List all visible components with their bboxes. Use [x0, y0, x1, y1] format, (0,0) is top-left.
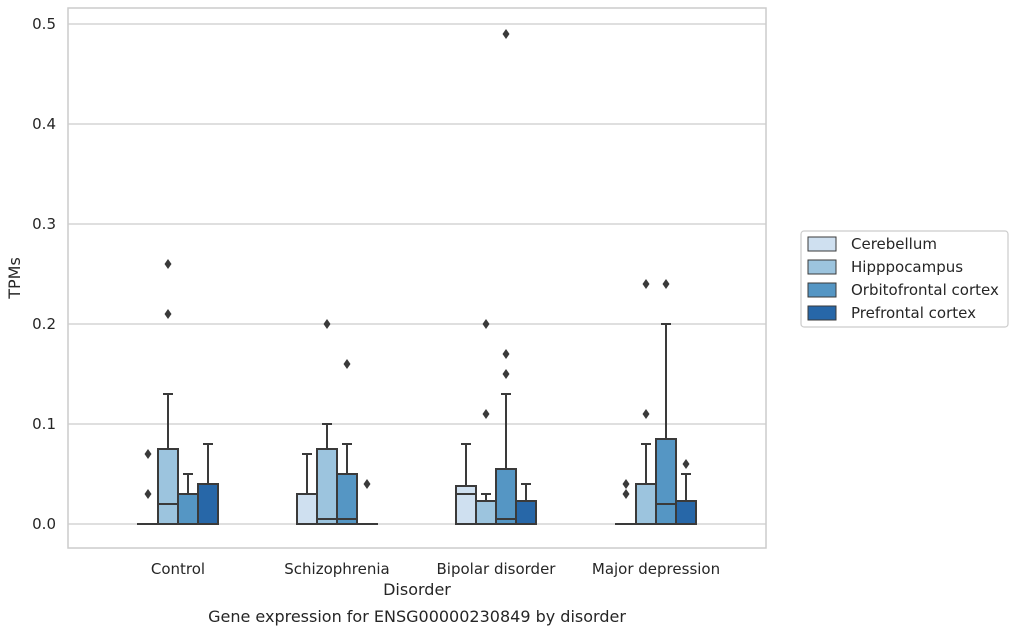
chart-title: Gene expression for ENSG00000230849 by d… — [208, 607, 626, 626]
legend-swatch — [807, 259, 837, 275]
outlier-point — [622, 479, 630, 489]
legend-label: Cerebellum — [851, 235, 937, 253]
outlier-point — [642, 409, 650, 419]
box-hipppocampus — [475, 319, 497, 525]
x-tick-label: Schizophrenia — [284, 560, 389, 578]
box-cerebellum — [455, 443, 477, 525]
x-axis-title: Disorder — [383, 580, 451, 599]
box-body — [336, 473, 358, 525]
y-tick-label: 0.3 — [32, 215, 56, 233]
box-hipppocampus — [316, 319, 338, 525]
box-body — [635, 483, 657, 525]
box-body — [655, 438, 677, 525]
box-cerebellum — [296, 453, 318, 525]
box-orbitofrontal-cortex — [177, 473, 199, 525]
box-orbitofrontal-cortex — [336, 359, 358, 525]
x-tick-label: Bipolar disorder — [437, 560, 557, 578]
outlier-point — [642, 279, 650, 289]
box-prefrontal-cortex — [356, 479, 378, 526]
box-prefrontal-cortex — [675, 459, 697, 525]
y-tick-label: 0.4 — [32, 115, 56, 133]
y-tick-label: 0.5 — [32, 15, 56, 33]
outlier-point — [144, 449, 152, 459]
box-body — [495, 468, 517, 525]
outlier-point — [502, 369, 510, 379]
box-body — [177, 493, 199, 525]
outlier-point — [164, 309, 172, 319]
legend-label: Hipppocampus — [851, 258, 963, 276]
legend-swatch — [807, 282, 837, 298]
box-body — [316, 448, 338, 525]
box-orbitofrontal-cortex — [495, 29, 517, 525]
box-series — [137, 29, 697, 526]
box-orbitofrontal-cortex — [655, 279, 677, 525]
x-tick-label: Major depression — [592, 560, 720, 578]
legend-swatch — [807, 305, 837, 321]
box-body — [515, 500, 537, 525]
outlier-point — [502, 29, 510, 39]
x-axis-ticks: Control Schizophrenia Bipolar disorder Majo… — [151, 560, 720, 578]
x-tick-label: Control — [151, 560, 205, 578]
y-tick-label: 0.2 — [32, 315, 56, 333]
box-body — [475, 500, 497, 525]
legend-label: Prefrontal cortex — [851, 304, 976, 322]
box-body — [455, 485, 477, 525]
y-tick-label: 0.1 — [32, 415, 56, 433]
outlier-point — [164, 259, 172, 269]
legend-swatch — [807, 236, 837, 252]
box-prefrontal-cortex — [197, 443, 219, 525]
box-hipppocampus — [635, 279, 657, 525]
box-body — [675, 500, 697, 525]
outlier-point — [363, 479, 371, 489]
outlier-point — [482, 319, 490, 329]
legend-frame — [800, 230, 1009, 328]
legend-label: Orbitofrontal cortex — [851, 281, 999, 299]
y-axis-title: TPMs — [5, 257, 24, 300]
box-cerebellum — [615, 479, 637, 526]
outlier-point — [482, 409, 490, 419]
box-body — [197, 483, 219, 525]
outlier-point — [622, 489, 630, 499]
box-hipppocampus — [157, 259, 179, 525]
outlier-point — [343, 359, 351, 369]
box-body — [157, 448, 179, 525]
outlier-point — [323, 319, 331, 329]
box-prefrontal-cortex — [515, 483, 537, 525]
outlier-point — [144, 489, 152, 499]
outlier-point — [682, 459, 690, 469]
outlier-point — [502, 349, 510, 359]
box-cerebellum — [137, 449, 159, 526]
y-axis-ticks: 0.0 0.1 0.2 0.3 0.4 0.5 — [32, 15, 56, 533]
box-body — [296, 493, 318, 525]
outlier-point — [662, 279, 670, 289]
plot-area — [67, 7, 767, 549]
legend: Cerebellum Hipppocampus Orbitofrontal cort… — [800, 230, 1009, 328]
y-tick-label: 0.0 — [32, 515, 56, 533]
